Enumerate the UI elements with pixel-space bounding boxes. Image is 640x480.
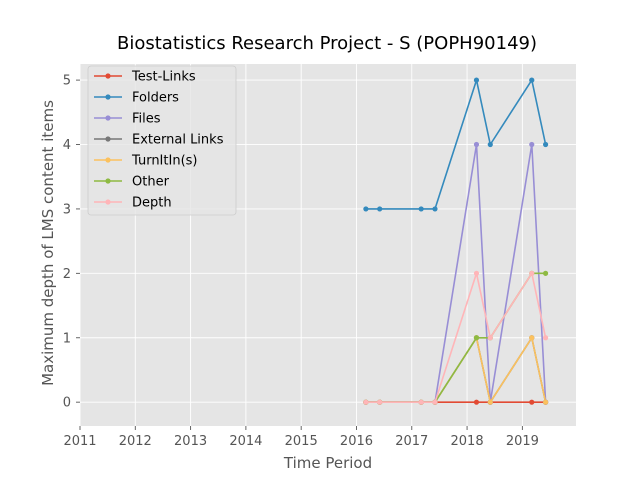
data-point	[473, 335, 480, 341]
data-point	[473, 270, 480, 276]
data-point	[529, 270, 535, 276]
data-point	[542, 141, 549, 148]
legend-item: Folders	[94, 91, 179, 106]
data-point	[529, 141, 535, 148]
legend-item: Depth	[94, 196, 172, 211]
legend-label: Depth	[132, 196, 172, 211]
legend-label: Other	[132, 175, 170, 190]
data-point	[377, 206, 383, 212]
data-point	[487, 399, 493, 405]
data-point	[473, 141, 480, 148]
legend-item: TurnItIn(s)	[94, 154, 197, 169]
legend-item: External Links	[94, 133, 224, 148]
x-tick-label: 2015	[285, 434, 318, 449]
y-tick-label: 3	[63, 202, 71, 217]
y-tick-label: 0	[63, 396, 71, 411]
legend-swatch-marker	[105, 199, 111, 205]
legend-label: Files	[132, 112, 161, 127]
data-point	[542, 335, 549, 341]
data-point	[418, 206, 424, 212]
series-folders	[363, 77, 549, 212]
legend-item: Files	[94, 112, 161, 127]
x-tick-label: 2011	[63, 434, 96, 449]
data-point	[529, 77, 535, 83]
series-line	[365, 272, 547, 404]
series-lines	[363, 77, 549, 405]
y-tick-label: 2	[63, 267, 71, 282]
x-tick-label: 2013	[174, 434, 207, 449]
data-point	[542, 399, 549, 405]
data-point	[363, 399, 369, 405]
data-point	[529, 335, 535, 341]
legend: Test-Links Folders Files External Links Turn…	[87, 65, 237, 216]
x-axis-label: Time Period	[283, 454, 372, 472]
legend-label: External Links	[132, 133, 224, 148]
data-point	[432, 399, 438, 405]
x-tick-label: 2014	[229, 434, 262, 449]
data-point	[363, 206, 369, 212]
legend-swatch-marker	[105, 115, 111, 121]
data-point	[487, 335, 493, 341]
data-point	[377, 399, 383, 405]
y-tick-label: 5	[63, 74, 71, 89]
series-line	[365, 79, 547, 210]
data-point	[473, 77, 480, 83]
legend-item: Other	[94, 175, 170, 190]
legend-swatch-marker	[105, 178, 111, 184]
data-point	[432, 206, 438, 212]
legend-label: Test-Links	[131, 70, 196, 85]
y-axis-label: Maximum depth of LMS content items	[39, 100, 57, 386]
data-point	[487, 141, 493, 148]
series-depth	[363, 270, 549, 405]
legend-box	[87, 65, 237, 216]
legend-swatch-marker	[105, 136, 111, 142]
axis-ticks: 2011 2012 2013 2014 2015 2016 2017 2018 2019 0 1 2 3…	[63, 74, 539, 449]
x-tick-label: 2018	[451, 434, 484, 449]
x-tick-label: 2019	[506, 434, 539, 449]
x-tick-label: 2016	[340, 434, 373, 449]
data-point	[418, 399, 424, 405]
data-point	[473, 399, 480, 405]
legend-item: Test-Links	[94, 70, 196, 85]
legend-swatch-marker	[105, 94, 111, 100]
legend-label: TurnItIn(s)	[131, 154, 197, 169]
legend-label: Folders	[132, 91, 179, 106]
data-point	[529, 399, 535, 405]
legend-swatch-marker	[105, 73, 111, 79]
y-tick-label: 4	[63, 138, 71, 153]
chart-title: Biostatistics Research Project - S (POPH…	[117, 33, 537, 54]
y-tick-label: 1	[63, 331, 71, 346]
data-point	[542, 270, 549, 276]
x-tick-label: 2012	[119, 434, 152, 449]
legend-swatch-marker	[105, 157, 111, 163]
x-tick-label: 2017	[395, 434, 428, 449]
